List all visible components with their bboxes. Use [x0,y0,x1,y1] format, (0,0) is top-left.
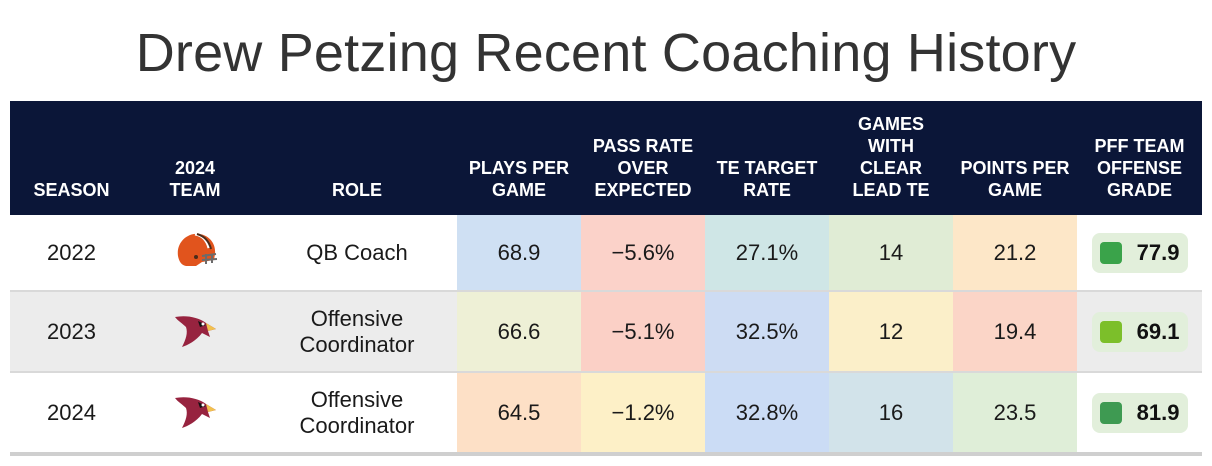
grade-pill: 77.9 [1091,232,1188,273]
grade-value: 81.9 [1136,399,1180,425]
plays-per-game-cell: 68.9 [457,215,581,292]
points-per-game-cell: 23.5 [953,372,1077,456]
plays-per-game-cell: 64.5 [457,372,581,456]
column-header-team: 2024 TEAM [133,101,257,215]
column-header-points-per-game: POINTS PER GAME [953,101,1077,215]
column-header-games-clear-lead-te: GAMES WITH CLEAR LEAD TE [829,101,953,215]
cardinals-logo-icon [172,309,218,355]
cardinals-logo-icon [172,390,218,436]
grade-color-swatch [1099,241,1122,264]
games-clear-lead-te-cell: 16 [829,372,953,456]
grade-cell: 81.9 [1077,372,1202,456]
column-header-season: SEASON [10,101,133,215]
page-title: Drew Petzing Recent Coaching History [135,23,1077,83]
season-cell: 2024 [10,372,133,456]
team-cell [133,291,257,373]
team-cell [133,372,257,456]
coaching-history-table: SEASON 2024 TEAM ROLE PLAYS PER GAME PAS… [10,101,1202,456]
points-per-game-cell: 19.4 [953,291,1077,373]
grade-value: 69.1 [1136,318,1180,344]
grade-color-swatch [1099,401,1122,424]
column-header-pass-rate-over-expected: PASS RATE OVER EXPECTED [581,101,705,215]
te-target-rate-cell: 32.5% [705,291,829,373]
grade-pill: 69.1 [1091,311,1188,352]
points-per-game-cell: 21.2 [953,215,1077,292]
role-cell: QB Coach [257,215,457,292]
grade-pill: 81.9 [1091,392,1188,433]
season-cell: 2022 [10,215,133,292]
column-header-pff-offense-grade: PFF TEAM OFFENSE GRADE [1077,101,1202,215]
table-row: 2023 Offensive Coordinator 66.6 −5.1% 32… [10,291,1202,373]
grade-color-swatch [1099,320,1122,343]
season-cell: 2023 [10,291,133,373]
pass-rate-over-expected-cell: −5.1% [581,291,705,373]
column-header-plays-per-game: PLAYS PER GAME [457,101,581,215]
header-row: SEASON 2024 TEAM ROLE PLAYS PER GAME PAS… [10,101,1202,215]
grade-cell: 77.9 [1077,215,1202,292]
role-cell: Offensive Coordinator [257,291,457,373]
games-clear-lead-te-cell: 14 [829,215,953,292]
grade-cell: 69.1 [1077,291,1202,373]
team-cell [133,215,257,292]
pass-rate-over-expected-cell: −5.6% [581,215,705,292]
te-target-rate-cell: 32.8% [705,372,829,456]
table-row: 2024 Offensive Coordinator 64.5 −1.2% 32… [10,372,1202,456]
pass-rate-over-expected-cell: −1.2% [581,372,705,456]
role-cell: Offensive Coordinator [257,372,457,456]
table-row: 2022 QB Coach 68.9 −5.6% 27.1% 14 21.2 [10,215,1202,292]
grade-value: 77.9 [1136,239,1180,265]
plays-per-game-cell: 66.6 [457,291,581,373]
browns-helmet-icon [172,230,218,276]
te-target-rate-cell: 27.1% [705,215,829,292]
column-header-te-target-rate: TE TARGET RATE [705,101,829,215]
games-clear-lead-te-cell: 12 [829,291,953,373]
column-header-role: ROLE [257,101,457,215]
